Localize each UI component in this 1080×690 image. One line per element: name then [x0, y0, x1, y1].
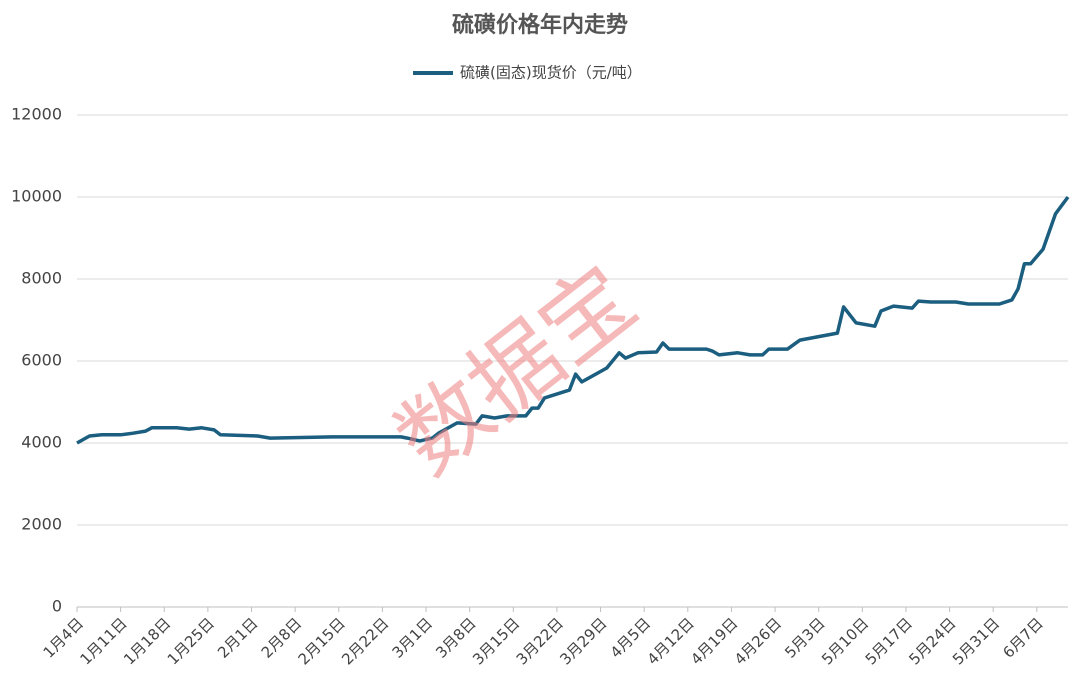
- x-tick-label: 2月15日: [295, 614, 349, 668]
- x-tick-label: 1月25日: [164, 614, 218, 668]
- x-tick-label: 5月17日: [862, 614, 916, 668]
- x-tick-label: 1月18日: [120, 614, 174, 668]
- y-tick-label: 6000: [21, 351, 62, 370]
- x-tick-label: 2月1日: [214, 614, 261, 661]
- y-tick-label: 4000: [21, 433, 62, 452]
- chart-title: 硫磺价格年内走势: [452, 12, 628, 38]
- y-tick-label: 2000: [21, 515, 62, 534]
- line: [76, 195, 1070, 445]
- x-tick-label: 3月1日: [389, 614, 436, 661]
- x-tick-label: 5月10日: [818, 614, 872, 668]
- x-tick-label: 4月19日: [687, 614, 741, 668]
- watermark: 数据宝: [378, 246, 655, 495]
- y-tick-label: 12000: [11, 105, 62, 124]
- x-tick-label: 2月22日: [338, 614, 392, 668]
- x-tick-label: 5月24日: [905, 614, 959, 668]
- x-tick-label: 4月26日: [731, 614, 785, 668]
- x-tick-label: 5月31日: [949, 614, 1003, 668]
- x-tick-label: 3月15日: [469, 614, 523, 668]
- x-tick-label: 3月22日: [513, 614, 567, 668]
- x-tick-label: 6月7日: [999, 614, 1046, 661]
- legend-item: 硫磺(固态)现货价（元/吨）: [413, 64, 642, 82]
- x-tick-label: 3月29日: [556, 614, 610, 668]
- y-tick-label: 8000: [21, 269, 62, 288]
- x-tick-label: 4月12日: [644, 614, 698, 668]
- x-tick-label: 1月11日: [76, 614, 130, 668]
- y-tick-label: 0: [52, 597, 62, 616]
- legend-label: 硫磺(固态)现货价（元/吨）: [460, 64, 642, 82]
- y-tick-label: 10000: [11, 187, 62, 206]
